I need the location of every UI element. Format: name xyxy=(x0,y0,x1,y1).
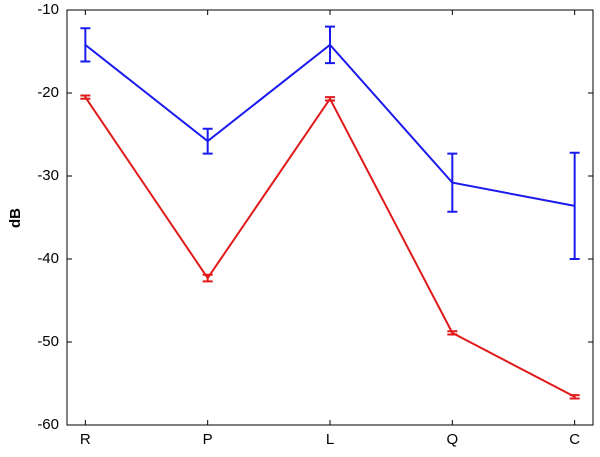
plot-frame xyxy=(66,9,594,426)
y-tick-label: -60 xyxy=(37,416,59,433)
error-bar xyxy=(80,94,91,100)
x-tick-label: L xyxy=(326,431,334,448)
series-line xyxy=(84,43,575,207)
x-tick-label: C xyxy=(569,431,580,448)
x-tick-label: P xyxy=(203,431,213,448)
error-bar xyxy=(569,151,580,260)
x-tick-label: R xyxy=(80,431,91,448)
error-bar xyxy=(569,394,580,400)
y-tick-label: -40 xyxy=(37,250,59,267)
series-line xyxy=(84,96,576,398)
y-tick-label: -50 xyxy=(37,333,59,350)
error-bar xyxy=(325,25,335,65)
y-tick-label: -20 xyxy=(37,84,59,101)
error-bar xyxy=(447,152,458,213)
error-bar xyxy=(80,27,91,63)
error-bar xyxy=(202,273,213,283)
y-tick-label: -30 xyxy=(37,167,59,184)
x-tick-label: Q xyxy=(446,431,458,448)
error-bar xyxy=(325,96,335,102)
y-axis-label: dB xyxy=(7,208,24,228)
error-bar xyxy=(202,127,213,155)
error-bar xyxy=(447,330,458,336)
y-tick-label: -10 xyxy=(37,1,59,18)
